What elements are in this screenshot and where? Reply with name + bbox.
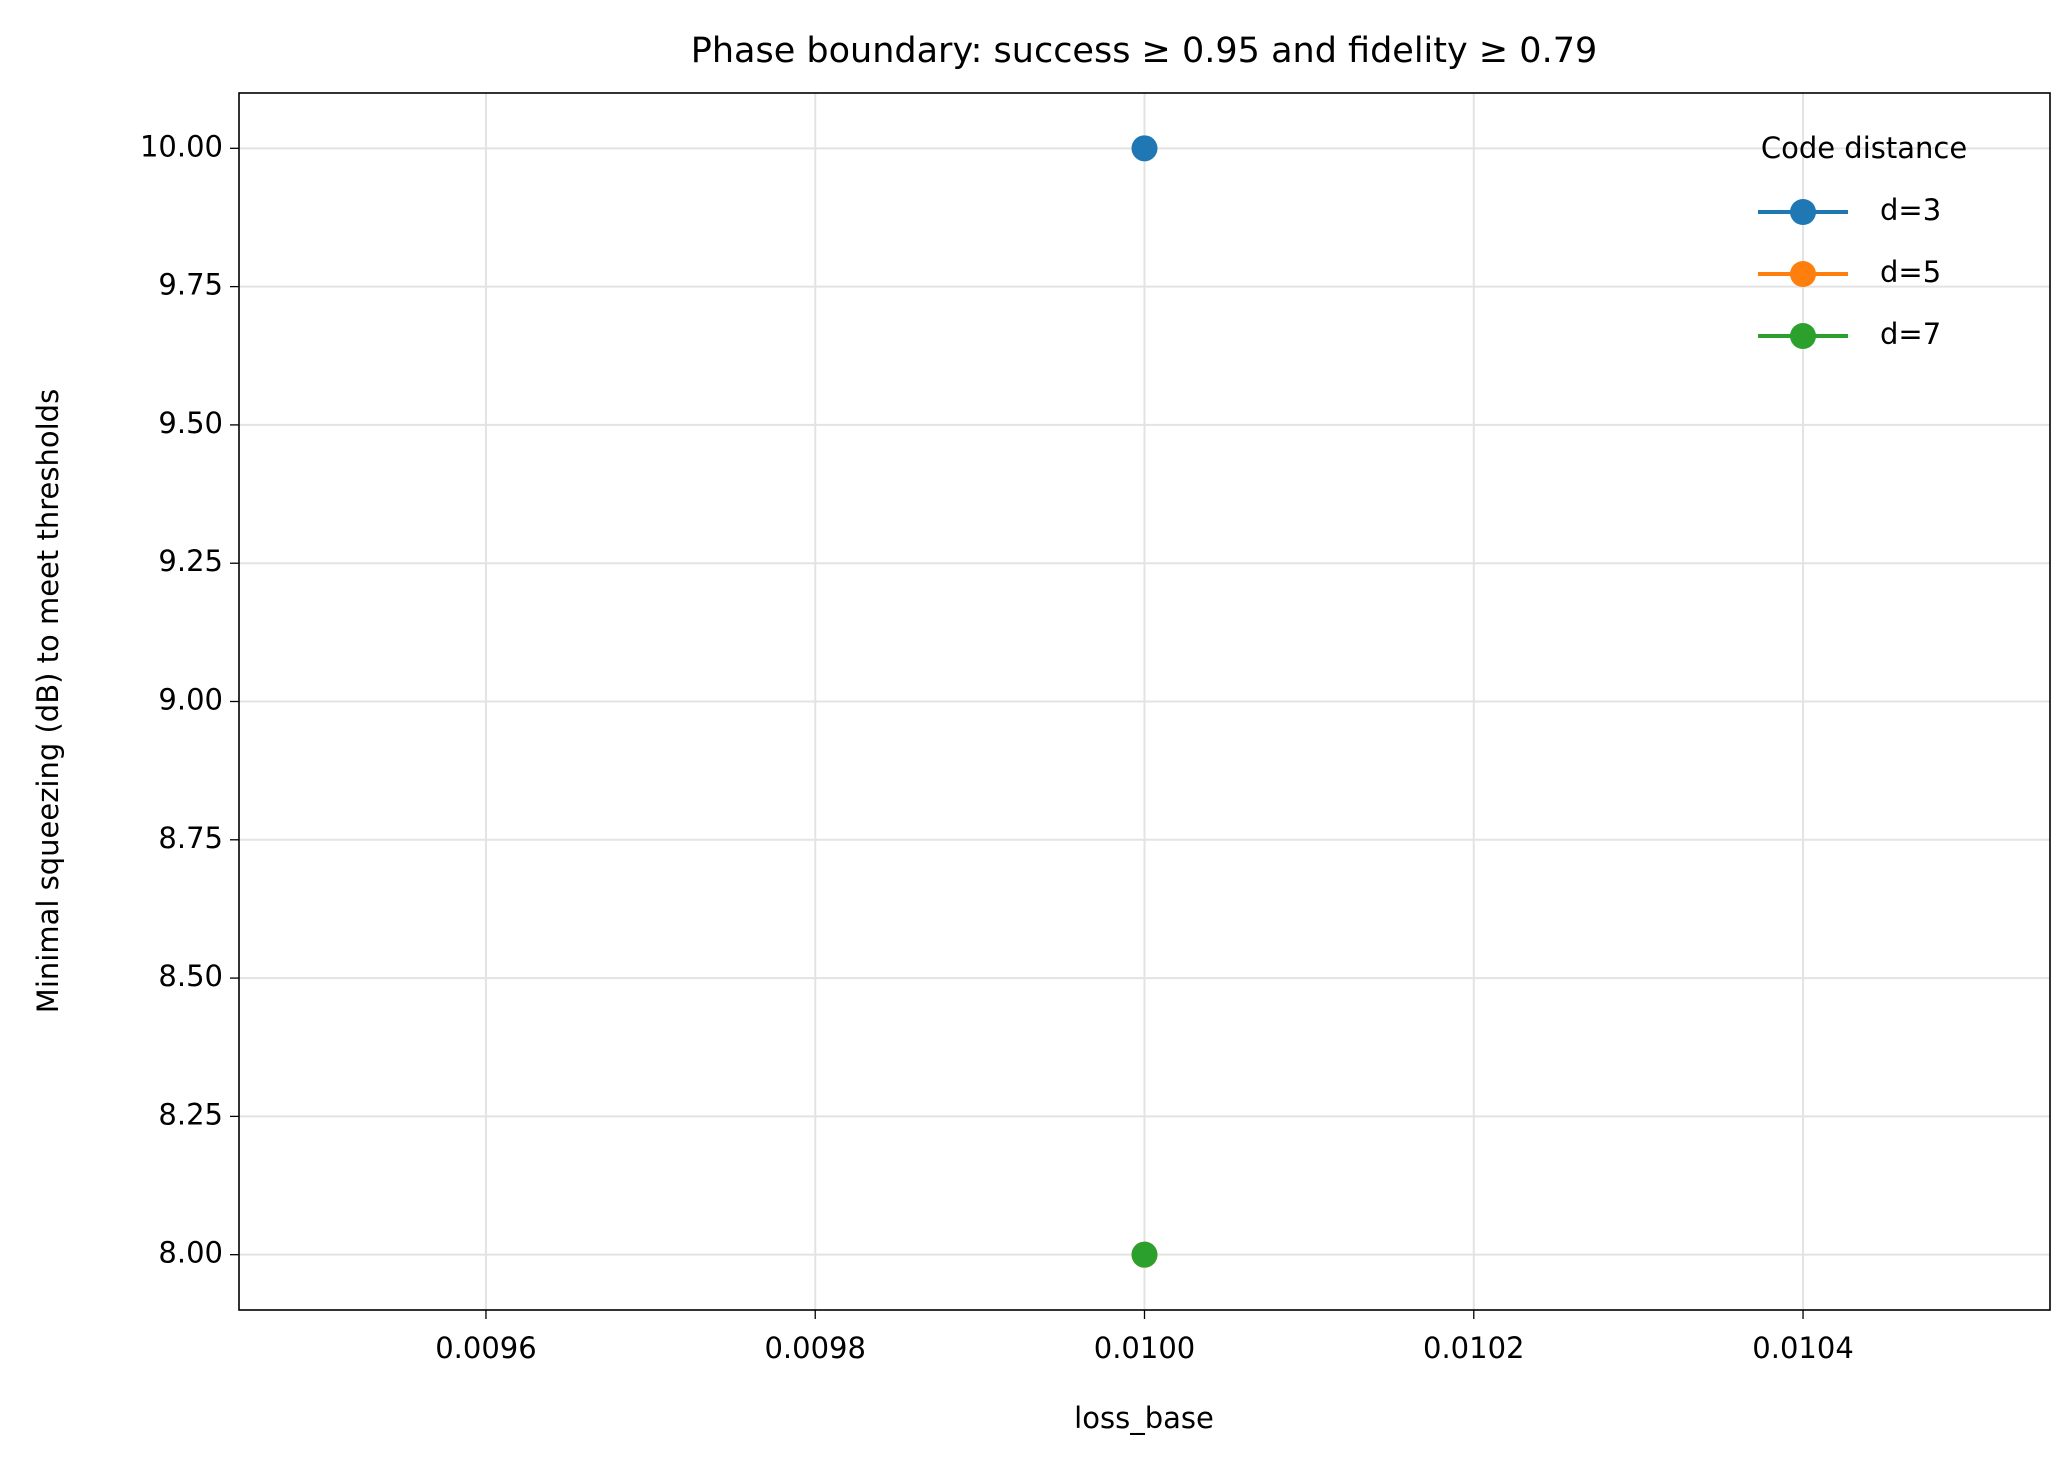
y-tick-label: 9.00 (158, 683, 223, 717)
y-axis-label: Minimal squeezing (dB) to meet threshold… (31, 389, 65, 1013)
legend-title: Code distance (1761, 131, 1967, 165)
legend-label: d=5 (1880, 255, 1941, 289)
y-tick-label: 8.00 (158, 1236, 223, 1270)
chart-title: Phase boundary: success ≥ 0.95 and fidel… (691, 31, 1597, 71)
x-axis-label: loss_base (1074, 1401, 1214, 1435)
y-tick-label: 9.75 (158, 268, 223, 302)
x-tick-label: 0.0100 (1094, 1331, 1195, 1365)
y-tick-label: 10.00 (140, 129, 223, 163)
y-tick-label: 8.25 (158, 1097, 223, 1131)
y-tick-label: 8.75 (158, 821, 223, 855)
y-tick-label: 9.50 (158, 406, 223, 440)
legend-marker (1790, 261, 1816, 287)
plot-frame (238, 92, 2051, 1311)
x-tick-label: 0.0104 (1752, 1331, 1853, 1365)
x-tick-label: 0.0102 (1423, 1331, 1524, 1365)
y-tick-label: 9.25 (158, 544, 223, 578)
legend-marker (1790, 199, 1816, 225)
legend-label: d=7 (1880, 317, 1941, 351)
legend-marker (1790, 323, 1816, 349)
data-point (1131, 1241, 1158, 1268)
x-tick-label: 0.0096 (435, 1331, 536, 1365)
data-point (1131, 135, 1158, 162)
y-tick-label: 8.50 (158, 959, 223, 993)
x-tick-label: 0.0098 (764, 1331, 865, 1365)
legend-label: d=3 (1880, 193, 1941, 227)
